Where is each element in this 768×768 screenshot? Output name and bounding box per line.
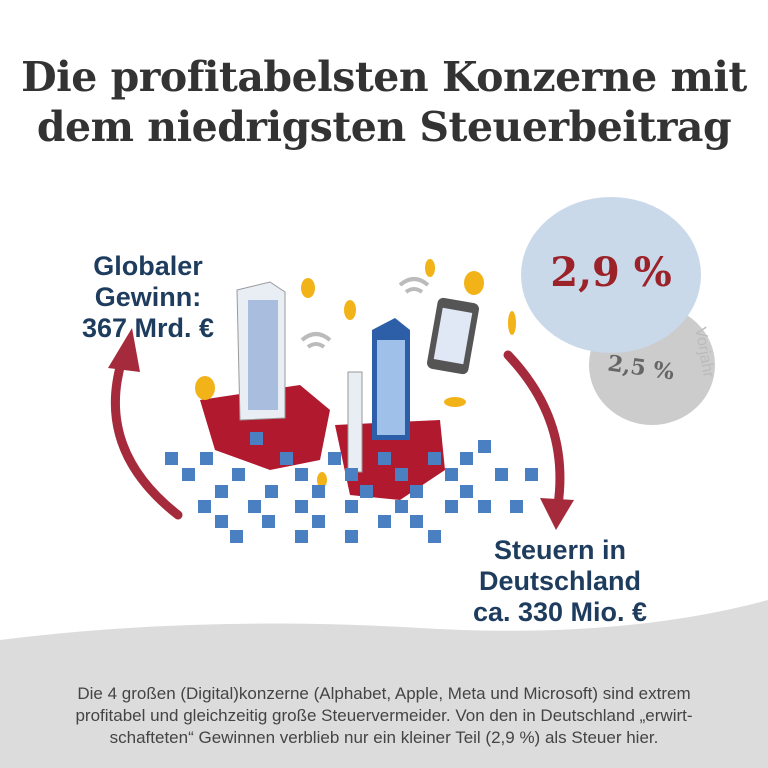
skyscraper-left <box>236 281 286 421</box>
pixel-block <box>345 500 358 513</box>
global-profit-label: Globaler Gewinn: 367 Mrd. € <box>48 251 248 344</box>
pixel-block <box>395 468 408 481</box>
pixel-block <box>345 468 358 481</box>
arrow-up-left <box>110 355 183 520</box>
pixel-block <box>478 440 491 453</box>
pixel-block <box>395 500 408 513</box>
pixel-block <box>248 500 261 513</box>
pixel-block <box>328 452 341 465</box>
pixel-block <box>428 530 441 543</box>
pixel-block <box>510 500 523 513</box>
footer-description: Die 4 großen (Digital)konzerne (Alphabet… <box>30 683 738 749</box>
footer-line-1: Die 4 großen (Digital)konzerne (Alphabet… <box>77 684 691 703</box>
pixel-block <box>295 530 308 543</box>
pixel-block <box>295 468 308 481</box>
german-taxes-line-1: Steuern in <box>493 535 627 565</box>
pixel-block <box>378 452 391 465</box>
title-line-1: Die profitabelsten Konzerne mit <box>21 53 747 101</box>
skyscraper-middle <box>372 318 410 440</box>
red-ground-left <box>200 385 330 470</box>
title-line-2: dem niedrigsten Steuerbeitrag <box>36 103 732 151</box>
footer-line-3: schafteten“ Gewinnen verblieb nur ein kl… <box>109 728 659 747</box>
pixel-block <box>410 485 423 498</box>
skyscraper-small <box>347 371 363 473</box>
pixel-block <box>215 515 228 528</box>
pixel-block <box>345 530 358 543</box>
pixel-block <box>265 485 278 498</box>
global-profit-line-1: Globaler <box>93 251 203 281</box>
pixel-block <box>410 515 423 528</box>
pixel-block <box>445 468 458 481</box>
pixel-block <box>250 432 263 445</box>
pixel-block <box>360 485 373 498</box>
pixel-block <box>478 500 491 513</box>
coins <box>195 259 516 488</box>
arrow-down-right <box>503 350 565 510</box>
global-profit-value: 367 Mrd. € <box>81 313 215 343</box>
pixel-block <box>198 500 211 513</box>
arrow-up-left-head <box>108 328 140 372</box>
german-taxes-value: ca. 330 Mio. € <box>472 597 648 627</box>
pixel-block <box>460 485 473 498</box>
wifi-icon <box>300 277 430 349</box>
pixel-blocks <box>165 432 538 543</box>
pixel-block <box>232 468 245 481</box>
arrow-down-right-head <box>540 498 574 530</box>
pixel-block <box>495 468 508 481</box>
pixel-block <box>525 468 538 481</box>
pixel-block <box>200 452 213 465</box>
pixel-block <box>312 515 325 528</box>
pixel-block <box>262 515 275 528</box>
pixel-block <box>295 500 308 513</box>
pixel-block <box>165 452 178 465</box>
pixel-block <box>230 530 243 543</box>
pixel-block <box>428 452 441 465</box>
pixel-block <box>312 485 325 498</box>
current-rate-circle <box>521 197 701 353</box>
footer-background <box>0 600 768 768</box>
global-profit-line-2: Gewinn: <box>94 282 202 312</box>
pixel-block <box>378 515 391 528</box>
pixel-block <box>182 468 195 481</box>
smartphone-icon <box>427 297 479 375</box>
german-taxes-label: Steuern in Deutschland ca. 330 Mio. € <box>455 535 665 628</box>
page-title: Die profitabelsten Konzerne mit dem nied… <box>0 52 768 152</box>
pixel-block <box>460 452 473 465</box>
pixel-block <box>280 452 293 465</box>
current-rate: 2,9 % <box>550 249 672 296</box>
pixel-block <box>445 500 458 513</box>
german-taxes-line-2: Deutschland <box>478 566 642 596</box>
pixel-block <box>215 485 228 498</box>
footer-line-2: profitabel und gleichzeitig große Steuer… <box>75 706 693 725</box>
